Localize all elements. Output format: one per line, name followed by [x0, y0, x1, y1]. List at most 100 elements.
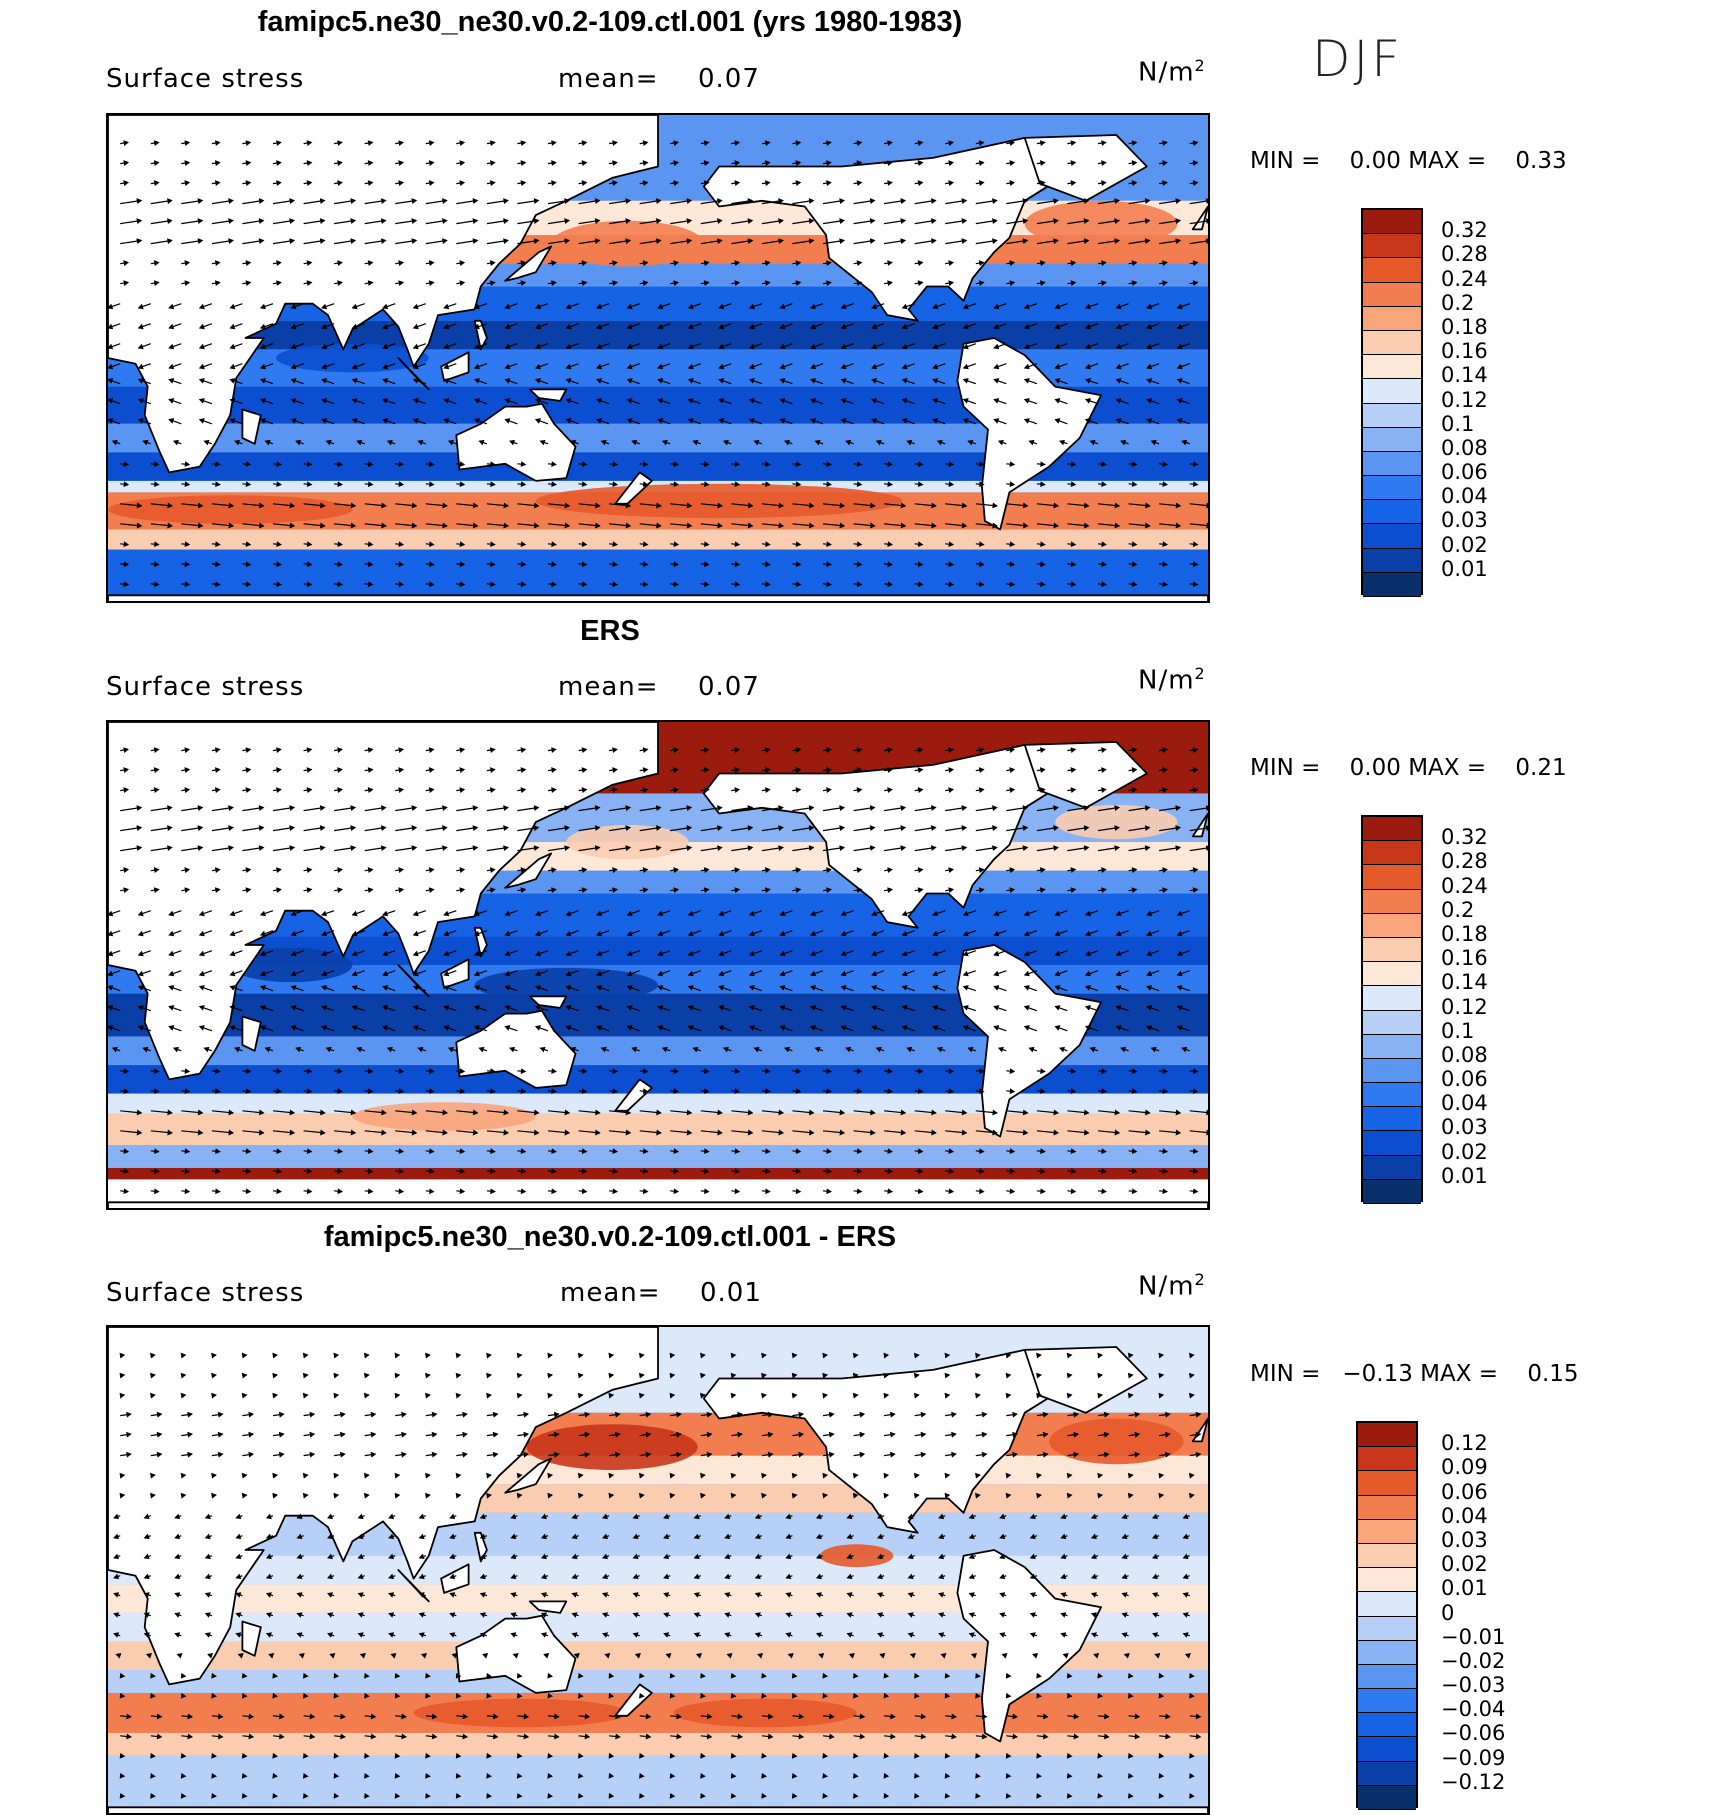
vector-arrowhead [703, 140, 710, 147]
vector-arrowhead [1005, 1692, 1012, 1699]
panel1-colorbar [1361, 208, 1423, 597]
vector-arrowhead [968, 1513, 975, 1520]
vector-arrowhead [520, 561, 527, 568]
vector-arrowhead [490, 1188, 496, 1195]
vector-arrowhead [638, 1492, 645, 1499]
vector-arrowhead [503, 522, 510, 529]
vector-arrowhead [1164, 1431, 1171, 1438]
vector-arrowhead [717, 1109, 723, 1116]
vector-arrowhead [978, 747, 985, 754]
vector-arrowhead [381, 502, 387, 509]
vector-arrowhead [493, 1733, 499, 1740]
vector-arrowhead [459, 1068, 466, 1075]
vector-arrowhead [565, 398, 572, 404]
vector-arrowhead [856, 747, 863, 754]
vector-arrowhead [259, 323, 267, 330]
vector-arrowhead [826, 787, 832, 793]
vector-arrowhead [1039, 280, 1046, 286]
panel1-unit: N/m2 [1138, 56, 1206, 88]
vector-arrowhead [968, 1573, 975, 1580]
vector-arrowhead [703, 280, 710, 286]
vector-arrowhead [673, 1088, 680, 1095]
vector-arrowhead [1022, 218, 1029, 224]
vector-arrowhead [198, 398, 205, 404]
vector-arrowhead [363, 1372, 370, 1379]
vector-arrowhead [411, 502, 418, 509]
vector-arrowhead [948, 180, 955, 186]
vector-arrowhead [211, 1672, 217, 1679]
vector-arrowhead [449, 1533, 456, 1540]
vector-arrowhead [581, 541, 588, 548]
vector-arrowhead [443, 910, 450, 917]
vector-arrowhead [596, 985, 603, 991]
vector-arrowhead [420, 1653, 428, 1659]
vector-arrowhead [429, 1088, 435, 1095]
vector-arrowhead [306, 581, 313, 588]
vector-arrowhead [184, 180, 191, 186]
vector-arrowhead [504, 985, 511, 991]
vector-arrowhead [1146, 378, 1153, 384]
vector-arrowhead [856, 461, 863, 468]
vector-arrowhead [382, 1005, 389, 1011]
vector-arrowhead [1145, 1129, 1151, 1136]
vector-arrowhead [172, 439, 179, 446]
vector-arrowhead [1176, 985, 1183, 991]
vector-arrowhead [887, 1148, 894, 1155]
vector-arrowhead [748, 970, 755, 977]
vector-arrowhead [565, 970, 572, 977]
colorbar-tick-label: 0.2 [1441, 290, 1475, 315]
vector-arrowhead [900, 1129, 907, 1136]
vector-arrowhead [479, 1553, 486, 1560]
vector-arrowhead [673, 1068, 680, 1075]
vector-arrowhead [826, 581, 832, 588]
vector-arrowhead [765, 481, 771, 488]
vector-arrowhead [490, 1088, 496, 1095]
vector-arrowhead [1189, 1672, 1195, 1679]
vector-arrowhead [871, 1005, 878, 1011]
vector-arrowhead [1175, 1109, 1182, 1116]
vector-arrowhead [570, 1046, 577, 1053]
vector-arrowhead [889, 1431, 896, 1438]
vector-arrowhead [809, 378, 817, 384]
vector-arrowhead [551, 481, 557, 488]
vector-arrowhead [883, 1492, 890, 1499]
vector-arrowhead [808, 198, 815, 204]
vector-arrowhead [612, 867, 618, 873]
vector-arrowhead [703, 767, 710, 773]
vector-arrowhead [1101, 260, 1107, 266]
vector-arrowhead [564, 825, 571, 831]
vector-arrowhead [1146, 418, 1153, 424]
vector-arrowhead [204, 1612, 211, 1618]
vector-arrowhead [737, 1411, 743, 1418]
vector-arrowhead [245, 180, 252, 186]
vector-arrowhead [382, 970, 389, 977]
vector-arrowhead [472, 502, 479, 509]
vector-arrowhead [1009, 1188, 1016, 1195]
field-blob [108, 1698, 246, 1728]
vector-arrowhead [204, 1592, 211, 1598]
vector-arrowhead [808, 218, 815, 224]
vector-arrowhead [472, 825, 479, 831]
panel3-mean-value: 0.01 [700, 1278, 762, 1308]
vector-arrowhead [1195, 1431, 1202, 1438]
vector-arrowhead [932, 970, 939, 977]
vector-arrowhead [1028, 439, 1035, 446]
vector-arrowhead [631, 1046, 638, 1053]
vector-arrowhead [1192, 481, 1199, 488]
vector-arrowhead [229, 343, 236, 350]
vector-arrowhead [704, 461, 710, 468]
map-canvas [108, 1327, 1208, 1813]
vector-arrowhead [327, 1632, 334, 1638]
vector-arrowhead [306, 1188, 313, 1195]
vector-arrowhead [493, 1713, 499, 1720]
vector-arrowhead [978, 160, 985, 166]
vector-arrowhead [839, 1129, 846, 1136]
vector-arrowhead [1192, 461, 1199, 468]
panel3-variable-label: Surface stress [106, 1278, 305, 1308]
vector-arrowhead [367, 481, 374, 488]
vector-arrowhead [626, 1005, 633, 1011]
vector-arrowhead [321, 343, 328, 350]
vector-arrowhead [700, 1692, 706, 1699]
vector-arrowhead [143, 1513, 150, 1520]
vector-arrowhead [137, 303, 144, 310]
